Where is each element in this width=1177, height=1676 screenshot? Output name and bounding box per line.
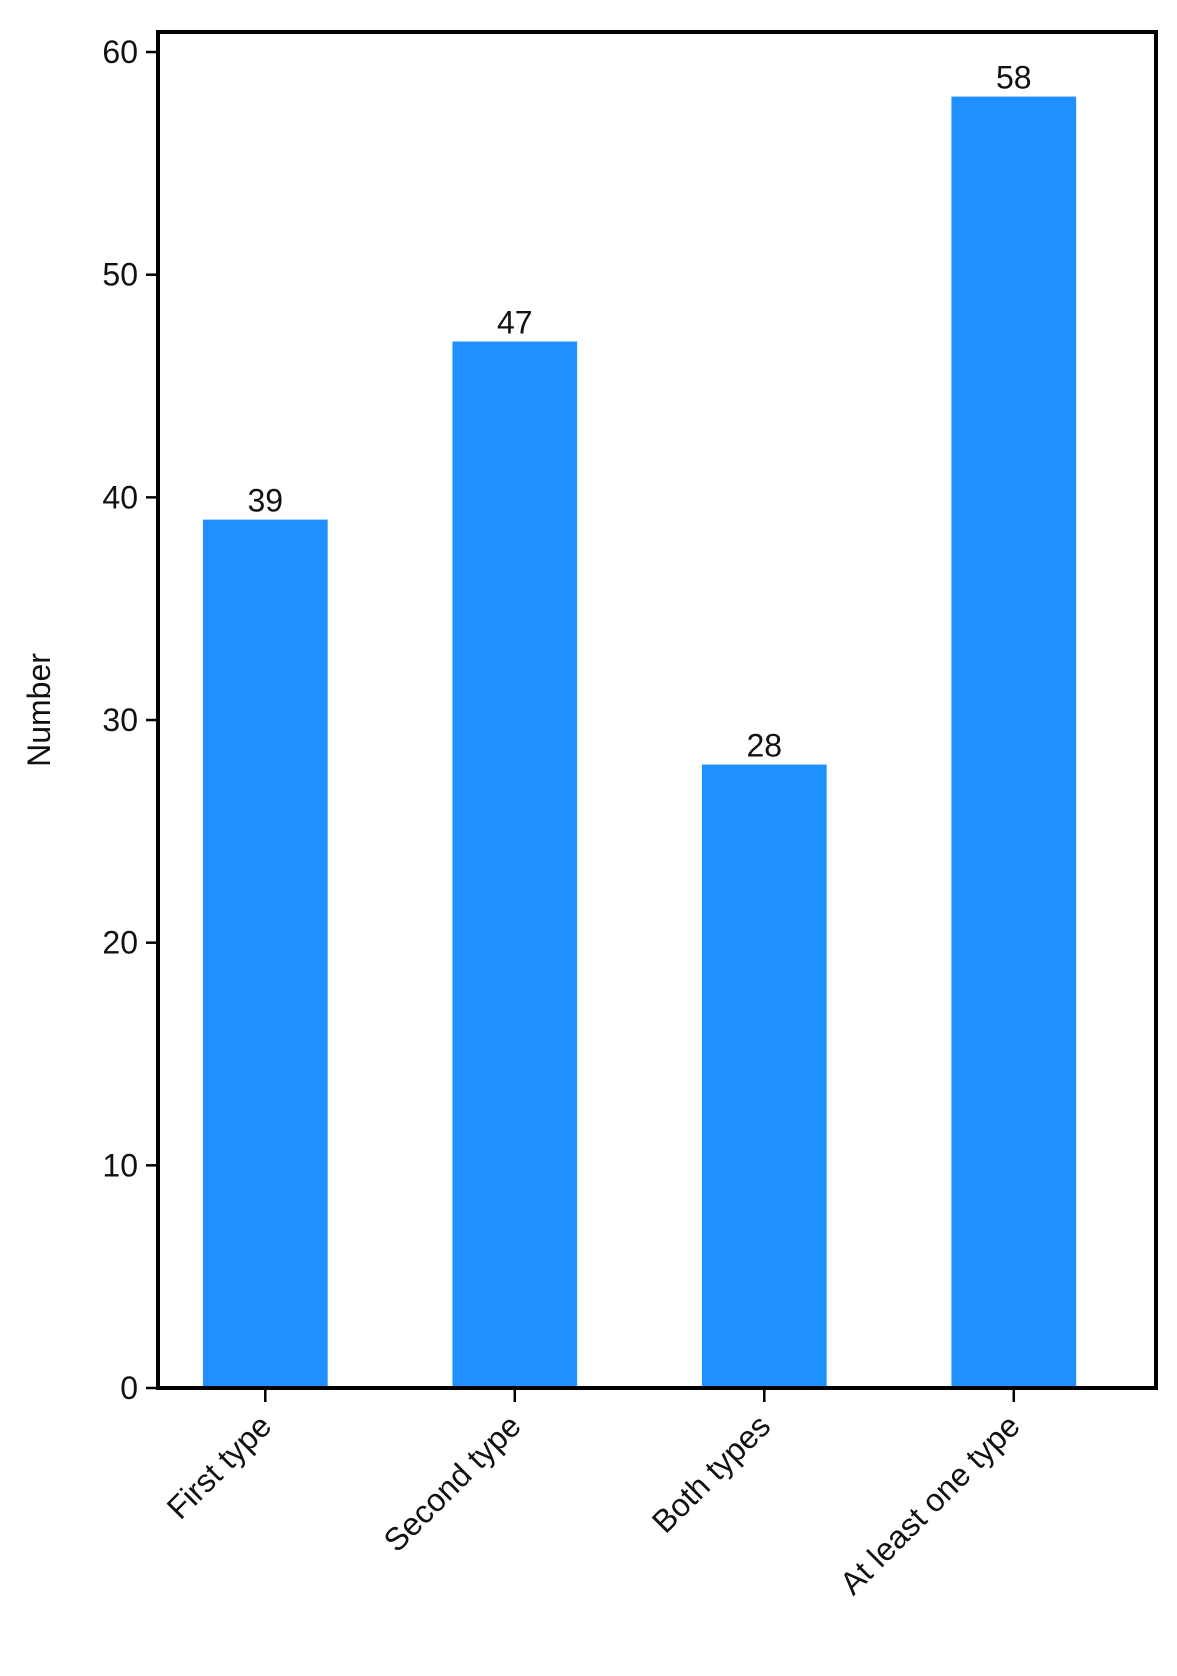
y-tick-label: 40 xyxy=(102,479,138,515)
bar xyxy=(951,96,1077,1389)
y-tick-label: 50 xyxy=(102,257,138,293)
y-tick-label: 60 xyxy=(102,34,138,70)
data-label: 58 xyxy=(996,60,1032,96)
x-tick-label: At least one type xyxy=(833,1407,1027,1601)
plot-frame xyxy=(156,30,1158,1390)
bar xyxy=(701,764,827,1388)
x-tick-label: First type xyxy=(160,1407,278,1525)
data-label: 47 xyxy=(497,304,533,340)
x-tick-label: Both types xyxy=(645,1407,777,1539)
x-tick-label: Second type xyxy=(376,1407,527,1558)
y-tick-label: 0 xyxy=(120,1370,138,1406)
y-axis-label: Number xyxy=(21,653,57,767)
y-tick-label: 10 xyxy=(102,1147,138,1183)
data-label: 39 xyxy=(247,483,283,519)
bar xyxy=(452,341,578,1388)
y-tick-label: 30 xyxy=(102,702,138,738)
data-label: 28 xyxy=(746,728,782,764)
bar xyxy=(202,519,328,1388)
y-tick-label: 20 xyxy=(102,925,138,961)
